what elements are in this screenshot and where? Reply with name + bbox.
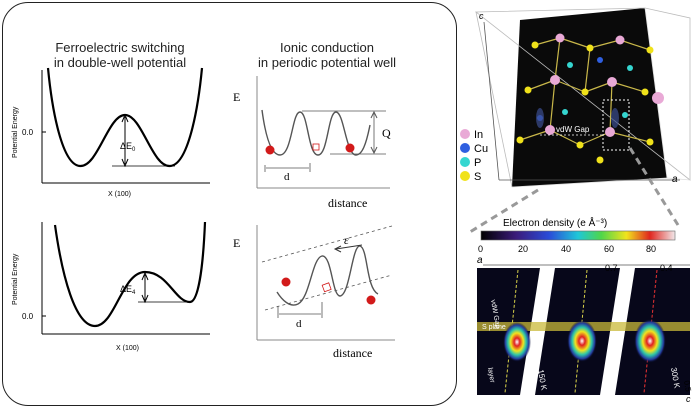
density-axis-a: a bbox=[477, 255, 483, 266]
cbar-tick-40: 40 bbox=[561, 244, 571, 254]
axis-a: a bbox=[672, 174, 678, 185]
cbar-tick-80: 80 bbox=[646, 244, 656, 254]
ion-top-2 bbox=[345, 143, 355, 153]
vdw-gap-box bbox=[602, 99, 630, 151]
schematic-panel bbox=[2, 2, 457, 406]
ion-top-1 bbox=[265, 145, 275, 155]
legend-s: S bbox=[474, 171, 481, 183]
ionic-d-top: d bbox=[284, 171, 290, 183]
cbar-tick-0: 0 bbox=[478, 244, 483, 254]
ionic-title-line1: Ionic conduction bbox=[280, 40, 374, 55]
cbar-tick-20: 20 bbox=[518, 244, 528, 254]
ionic-E-top: E bbox=[233, 90, 240, 104]
field-label: ε bbox=[344, 233, 349, 247]
ytick-bottom: 0.0 bbox=[22, 312, 34, 321]
temp-250k: 250 K bbox=[602, 369, 615, 392]
density-blob-150k bbox=[503, 322, 531, 362]
barrier-label-top: ΔE0 bbox=[120, 141, 136, 153]
tilted-potential-curve bbox=[276, 245, 379, 306]
atoms bbox=[516, 33, 664, 164]
double-well-title-line1: Ferroelectric switching bbox=[55, 40, 185, 55]
double-well-plot-top: ΔE0 0.0 Potential Energy X (100) bbox=[12, 67, 210, 198]
legend-p-swatch bbox=[460, 157, 470, 167]
cbar-tick-60: 60 bbox=[604, 244, 614, 254]
ylabel-top: Potential Energy bbox=[12, 106, 19, 158]
s-plane-label: S plane bbox=[482, 324, 506, 331]
ionic-title: Ionic conduction in periodic potential w… bbox=[232, 40, 422, 70]
ionic-plot-top: E Q d distance bbox=[233, 76, 391, 210]
ionic-plot-bottom: ε E d distance bbox=[233, 225, 395, 360]
corner-axis-c: c bbox=[686, 394, 691, 404]
legend-p: P bbox=[474, 157, 481, 169]
ytick-top: 0.0 bbox=[22, 128, 34, 137]
barrier-label-bottom: ΔE4 bbox=[120, 284, 136, 296]
temp-150k: 150 K bbox=[536, 369, 549, 392]
double-well-plot-bottom: ΔE4 0.0 Potential Energy X (100) bbox=[12, 221, 210, 352]
layer-label: layer bbox=[486, 367, 496, 384]
legend-in: In bbox=[474, 129, 483, 141]
double-well-title: Ferroelectric switching in double-well p… bbox=[25, 40, 215, 70]
ion-bottom-1 bbox=[281, 277, 291, 287]
ionic-d-bottom: d bbox=[296, 318, 302, 330]
ionic-xlabel-bottom: distance bbox=[333, 346, 372, 360]
axis-c: c bbox=[479, 11, 484, 21]
density-blob-300k bbox=[634, 319, 666, 363]
corner-tick: 0.5 bbox=[682, 380, 693, 393]
connector-left bbox=[469, 188, 539, 234]
density-title: Electron density (e Å⁻³) bbox=[503, 216, 607, 229]
vdw-gap-map-label: vdW Gap bbox=[489, 299, 501, 329]
ionic-Q-label: Q bbox=[382, 126, 391, 140]
crystal-background bbox=[512, 8, 667, 187]
asymmetric-well-curve bbox=[53, 221, 207, 328]
xlabel-bottom: X (100) bbox=[116, 345, 139, 352]
ionic-xlabel-top: distance bbox=[328, 196, 367, 210]
ionic-title-line2: in periodic potential well bbox=[257, 55, 397, 70]
vacancy-bottom bbox=[321, 282, 332, 293]
colorbar bbox=[480, 230, 676, 241]
ion-bottom-2 bbox=[366, 295, 376, 305]
density-blob-250k bbox=[567, 320, 597, 362]
periodic-potential-curve bbox=[261, 109, 371, 156]
legend-cu-swatch bbox=[460, 143, 470, 153]
legend-cu: Cu bbox=[474, 143, 488, 155]
crystal-structure: c a vdW Gap bbox=[474, 7, 691, 188]
legend-in-swatch bbox=[460, 129, 470, 139]
vacancy-top bbox=[312, 143, 320, 151]
ionic-E-bottom: E bbox=[233, 236, 240, 250]
density-top-tick-04: 0.4 bbox=[660, 263, 673, 273]
density-maps: a 0.7 0.4 vdW Gap S plane layer 150 K 25… bbox=[477, 255, 693, 404]
legend-s-swatch bbox=[460, 171, 470, 181]
ylabel-bottom: Potential Energy bbox=[12, 253, 19, 305]
vdw-gap-label: vdW Gap bbox=[556, 125, 590, 134]
xlabel-top: X (100) bbox=[108, 191, 131, 198]
temp-300k: 300 K bbox=[669, 367, 682, 390]
element-legend: In Cu P S bbox=[460, 129, 488, 183]
connector-right bbox=[628, 147, 680, 226]
density-top-tick-07: 0.7 bbox=[605, 263, 618, 273]
double-well-title-line2: in double-well potential bbox=[53, 55, 187, 70]
